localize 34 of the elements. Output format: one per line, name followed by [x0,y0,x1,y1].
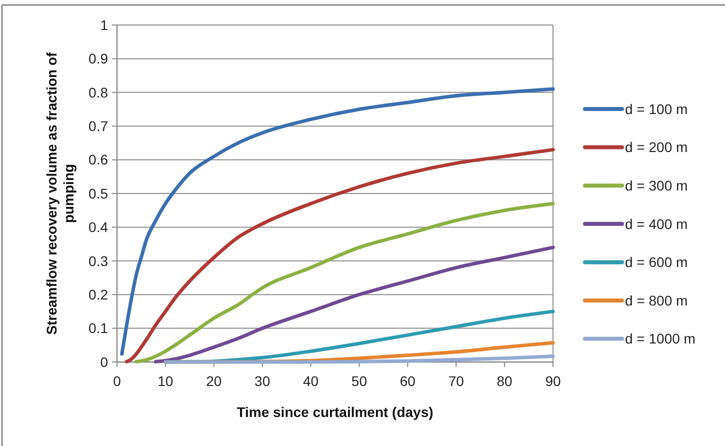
legend-label: d = 200 m [625,139,688,156]
x-tick-label: 60 [400,373,416,389]
x-tick-label: 0 [113,373,122,389]
y-tick-label: 0 [100,354,108,370]
y-tick-label: 0.6 [88,152,108,168]
legend-label: d = 100 m [625,100,688,117]
x-tick-label: 20 [206,373,222,389]
y-tick-label: 0.2 [88,286,108,302]
y-tick-label: 0.7 [88,118,108,134]
x-tick-label: 70 [448,373,464,389]
y-tick-label: 0.3 [88,252,108,269]
line-series [154,246,555,364]
x-tick-label: 90 [545,373,561,389]
x-tick-label: 30 [254,373,270,389]
y-tick-label: 1 [100,16,108,33]
y-tick-label: 0.9 [88,50,108,67]
y-tick-label: 0.5 [88,185,108,202]
x-axis-title: Time since curtailment (days) [236,404,434,420]
line-series [134,202,555,364]
x-tick-label: 50 [351,373,368,389]
x-tick-label: 80 [496,373,513,389]
line-series [120,87,555,356]
legend-label: d = 800 m [625,292,688,308]
y-axis-title: Streamflow recovery volume as fraction of pumping [44,52,76,335]
y-tick-label: 0.8 [88,84,108,100]
legend-label: d = 400 m [625,216,688,232]
x-tick-label: 10 [158,373,174,389]
legend-label: d = 300 m [625,178,688,194]
x-tick-label: 40 [302,373,319,389]
legend-label: d = 1000 m [625,330,696,347]
line-series [124,148,555,364]
y-tick-label: 0.1 [88,320,108,336]
y-tick-label: 0.4 [88,219,108,236]
legend-label: d = 600 m [625,254,688,270]
